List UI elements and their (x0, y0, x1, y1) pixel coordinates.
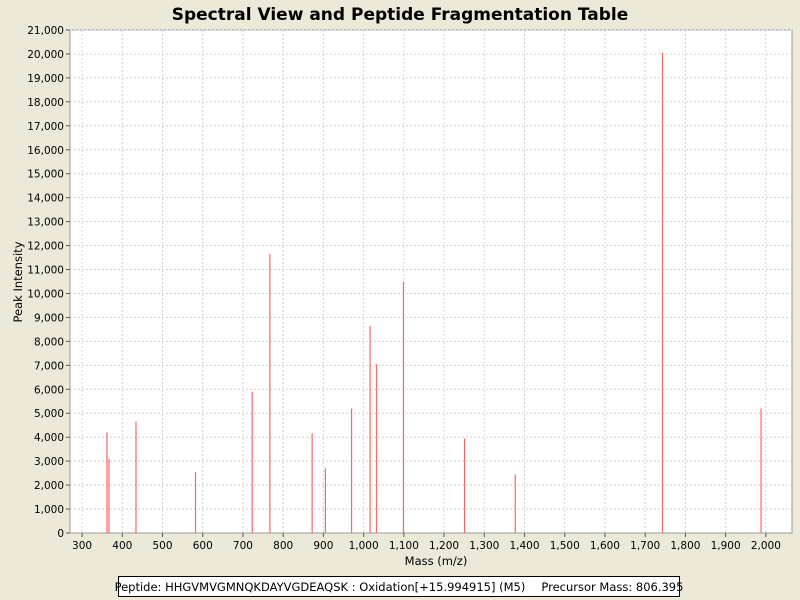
x-tick-label: 1,100 (389, 540, 419, 552)
x-tick-label: 2,000 (751, 540, 781, 552)
y-tick-label: 14,000 (27, 193, 64, 205)
y-tick-label: 15,000 (27, 169, 64, 181)
y-tick-label: 10,000 (27, 288, 64, 300)
x-tick-label: 1,600 (590, 540, 620, 552)
y-tick-label: 1,000 (34, 504, 64, 516)
peak-bars (106, 52, 762, 533)
x-tick-label: 400 (112, 540, 132, 552)
y-tick-label: 4,000 (34, 432, 64, 444)
x-tick-label: 300 (72, 540, 92, 552)
precursor-mass-label: Precursor Mass: 806.395 (541, 579, 684, 594)
x-tick-label: 1,300 (469, 540, 499, 552)
chart-title: Spectral View and Peptide Fragmentation … (172, 5, 629, 25)
x-tick-label: 1,800 (670, 540, 700, 552)
x-tick-labels: 300 400 500 600 700 800 900 1,000 1,100 1,200 1,30… (72, 540, 781, 552)
y-tick-label: 17,000 (27, 121, 64, 133)
axes (66, 29, 767, 537)
y-tick-label: 8,000 (34, 336, 64, 348)
peptide-legend: Peptide: HHGVMVGMNQKDAYVGDEAQSK : Oxidat… (114, 576, 684, 597)
x-tick-label: 600 (193, 540, 213, 552)
y-tick-label: 3,000 (34, 456, 64, 468)
y-tick-label: 12,000 (27, 241, 64, 253)
y-tick-label: 13,000 (27, 217, 64, 229)
y-tick-label: 6,000 (34, 384, 64, 396)
x-axis-label: Mass (m/z) (405, 554, 468, 568)
x-tick-label: 1,400 (509, 540, 539, 552)
x-tick-label: 500 (152, 540, 172, 552)
y-tick-label: 9,000 (34, 312, 64, 324)
x-tick-label: 1,500 (550, 540, 580, 552)
y-tick-label: 2,000 (34, 480, 64, 492)
y-tick-label: 16,000 (27, 145, 64, 157)
x-tick-label: 1,000 (349, 540, 379, 552)
y-axis-label: Peak Intensity (11, 241, 25, 322)
y-tick-label: 21,000 (27, 25, 64, 37)
y-tick-label: 0 (57, 528, 64, 540)
grid-lines (70, 29, 792, 533)
y-tick-labels: 0 1,000 2,000 3,000 4,000 5,000 6,000 7,000 8,00… (27, 25, 64, 540)
y-tick-label: 19,000 (27, 73, 64, 85)
x-tick-label: 700 (233, 540, 253, 552)
x-tick-label: 800 (273, 540, 293, 552)
x-tick-label: 900 (313, 540, 333, 552)
peptide-label: Peptide: HHGVMVGMNQKDAYVGDEAQSK : Oxidat… (114, 579, 526, 594)
y-tick-label: 18,000 (27, 97, 64, 109)
x-tick-label: 1,700 (630, 540, 660, 552)
y-tick-label: 7,000 (34, 360, 64, 372)
y-tick-label: 5,000 (34, 408, 64, 420)
x-tick-label: 1,900 (711, 540, 741, 552)
x-tick-label: 1,200 (429, 540, 459, 552)
plot-area (69, 29, 793, 534)
y-tick-label: 11,000 (27, 265, 64, 277)
y-tick-label: 20,000 (27, 49, 64, 61)
